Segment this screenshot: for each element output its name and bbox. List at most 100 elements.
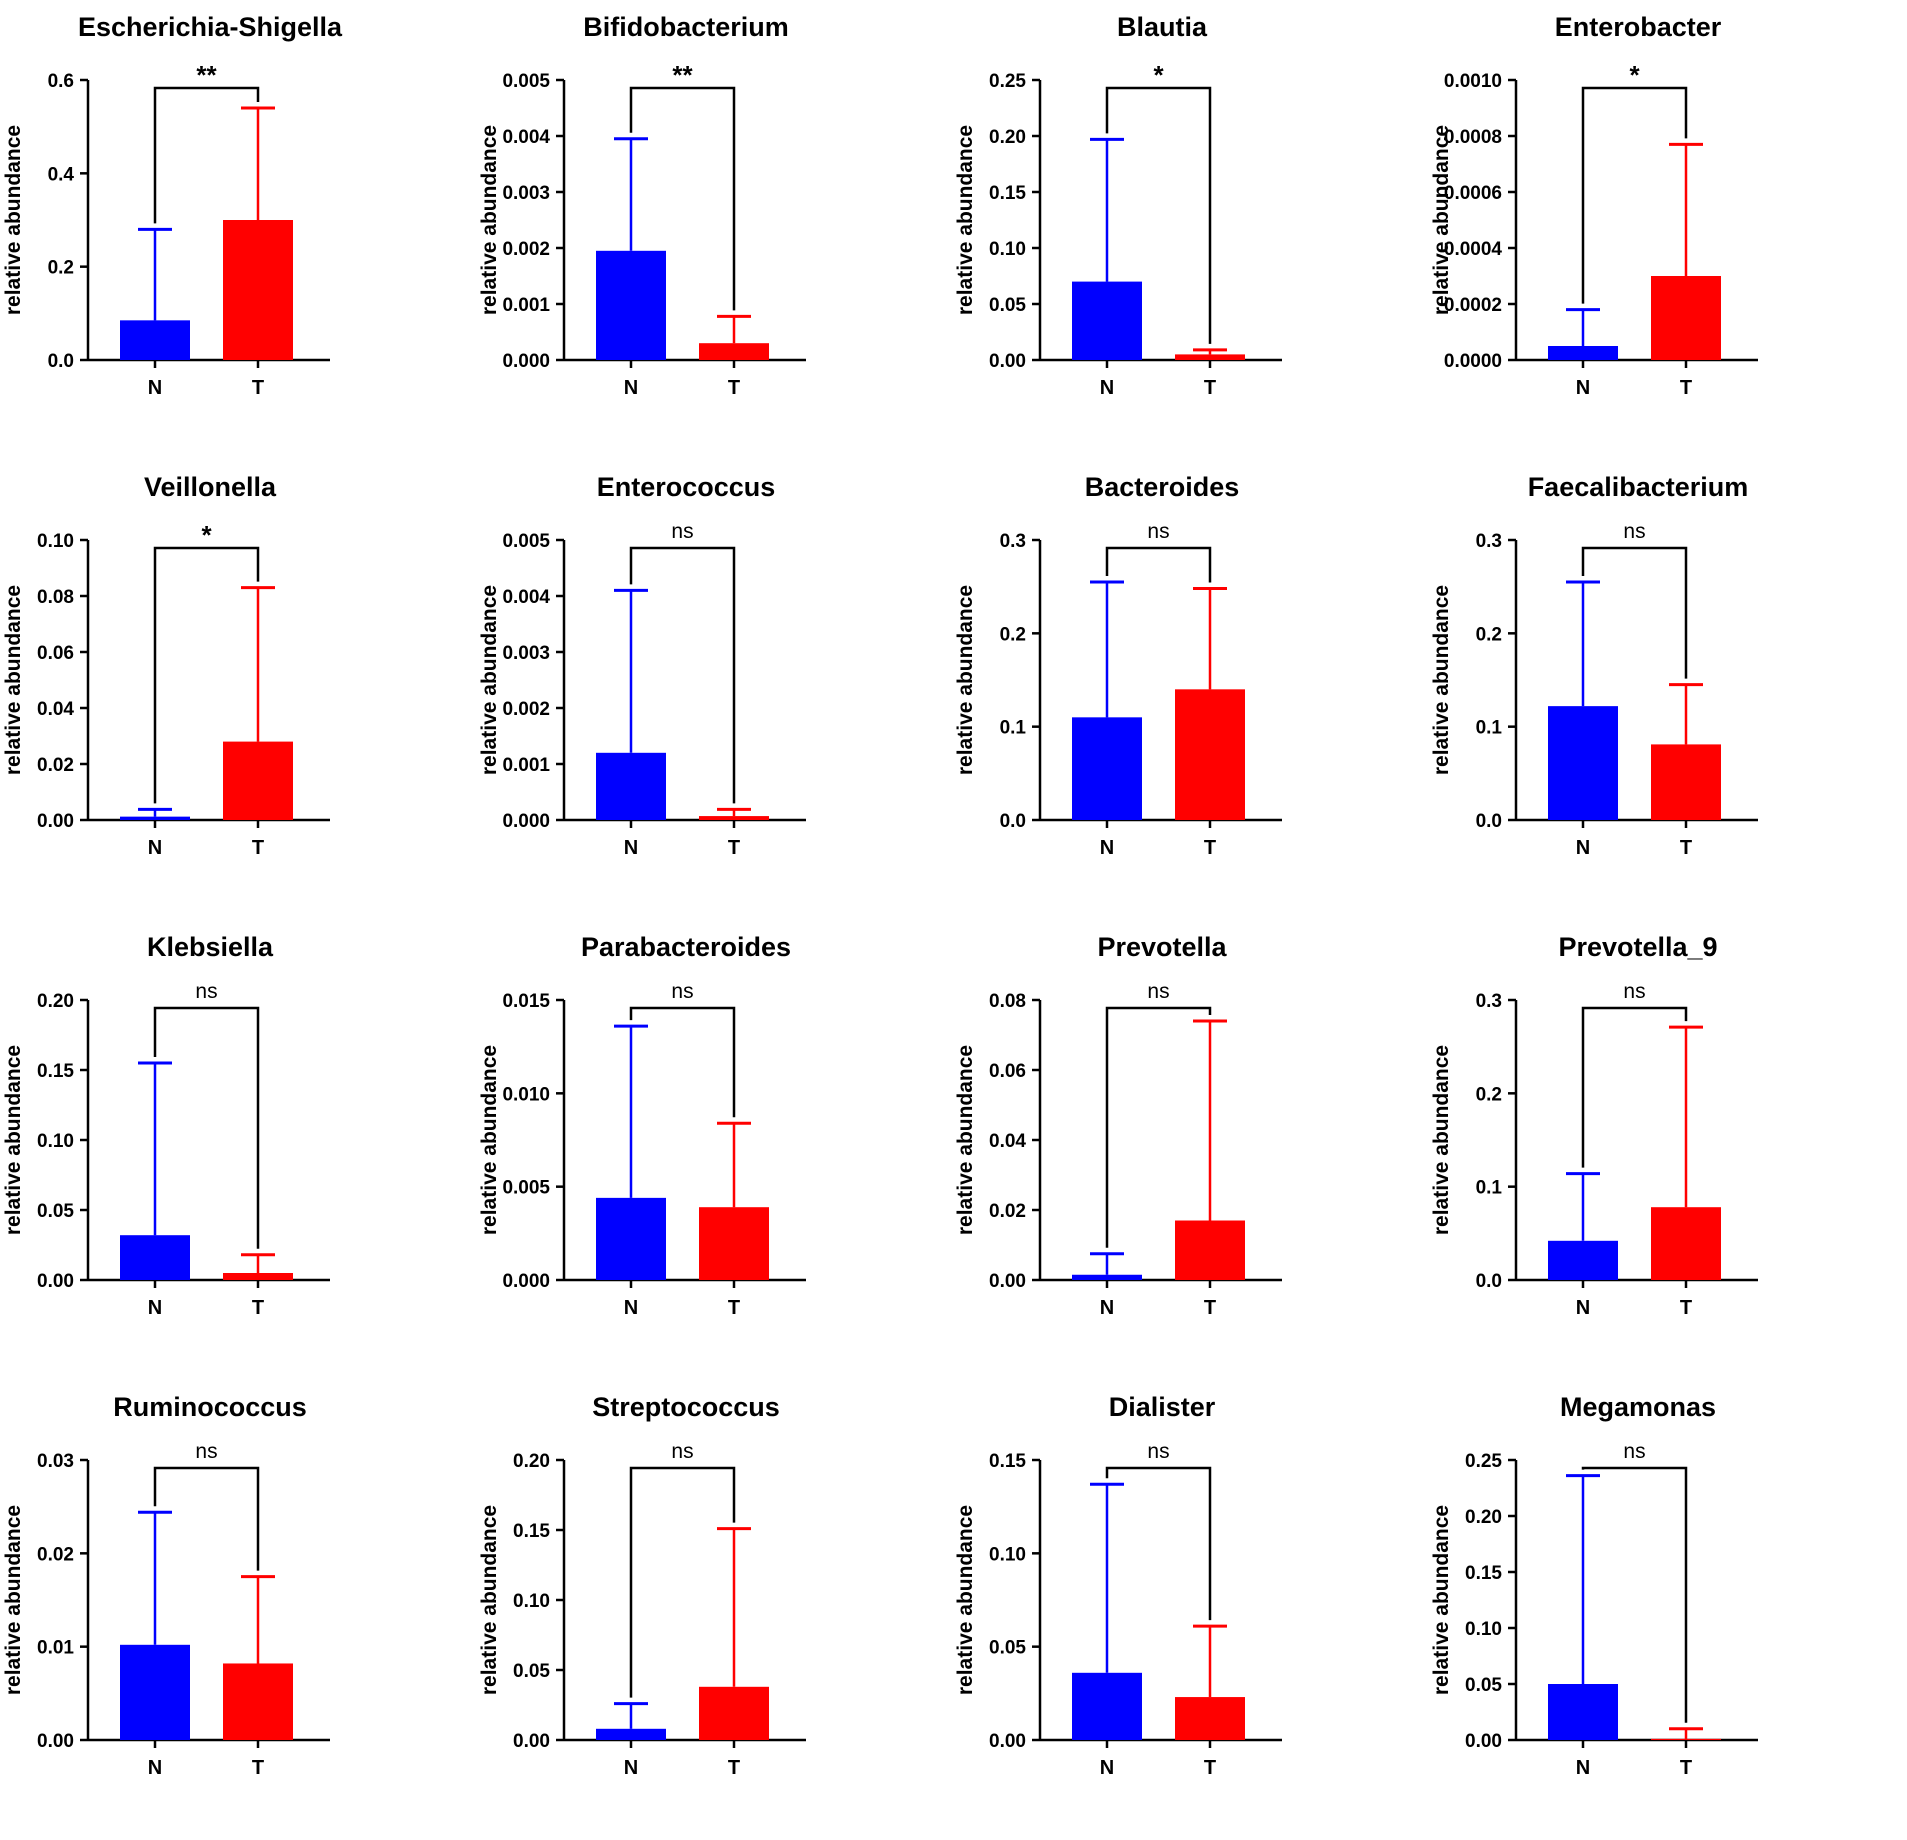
y-tick-label: 0.004 <box>502 127 550 148</box>
y-tick-label: 0.001 <box>502 295 550 316</box>
x-tick-label: N <box>148 837 162 859</box>
bar-N <box>1072 1274 1142 1280</box>
y-tick-label: 0.003 <box>502 183 550 204</box>
y-tick-label: 0.005 <box>502 1178 550 1199</box>
chart-title: Parabacteroides <box>581 932 791 962</box>
chart-title: Megamonas <box>1560 1392 1716 1422</box>
bar-N <box>1072 281 1142 360</box>
y-tick-label: 0.05 <box>513 1661 550 1682</box>
significance-bracket <box>1581 86 1688 304</box>
x-tick-label: N <box>148 1297 162 1319</box>
y-axis-label: relative abundance <box>478 585 501 775</box>
chart-title: Ruminococcus <box>113 1392 307 1422</box>
y-tick-label: 0.08 <box>37 587 74 608</box>
significance-label: * <box>201 520 212 550</box>
chart-title: Prevotella_9 <box>1558 932 1717 962</box>
bar-chart: Veillonella relative abundance 0.00 0.02 0.0… <box>2 472 330 859</box>
significance-label: ns <box>1623 980 1645 1003</box>
y-tick-label: 0.0000 <box>1444 351 1502 372</box>
y-axis-label: relative abundance <box>2 585 25 775</box>
x-tick-label: T <box>728 837 740 859</box>
y-tick-label: 0.2 <box>1476 624 1502 645</box>
bar-T <box>1175 1697 1245 1740</box>
x-tick-label: N <box>624 1757 638 1779</box>
significance-label: ns <box>1147 520 1169 543</box>
y-tick-label: 0.002 <box>502 699 550 720</box>
x-tick-label: T <box>252 377 264 399</box>
chart-title: Klebsiella <box>147 932 274 962</box>
y-tick-label: 0.25 <box>1465 1451 1502 1472</box>
chart-panel-ruminococcus: Ruminococcus relative abundance 0.00 0.01 0.… <box>0 1380 476 1840</box>
y-tick-label: 0.15 <box>989 1451 1026 1472</box>
y-tick-label: 0.004 <box>502 587 550 608</box>
x-tick-label: T <box>252 1297 264 1319</box>
y-tick-label: 0.005 <box>502 531 550 552</box>
x-tick-label: T <box>1680 1297 1692 1319</box>
chart-panel-megamonas: Megamonas relative abundance 0.00 0.05 0.10 0… <box>1428 1380 1904 1840</box>
y-tick-label: 0.20 <box>513 1451 550 1472</box>
y-tick-label: 0.03 <box>37 1451 74 1472</box>
bar-T <box>1651 1738 1721 1740</box>
x-tick-label: N <box>1100 837 1114 859</box>
bar-chart: Enterococcus relative abundance 0.000 0.001… <box>478 472 806 859</box>
chart-panel-parabacteroides: Parabacteroides relative abundance 0.000 0.… <box>476 920 952 1380</box>
bar-chart: Parabacteroides relative abundance 0.000 0.… <box>478 932 806 1319</box>
y-tick-label: 0.15 <box>989 183 1026 204</box>
significance-label: ns <box>195 1440 217 1463</box>
chart-panel-streptococcus: Streptococcus relative abundance 0.00 0.05 0… <box>476 1380 952 1840</box>
significance-label: ns <box>1147 980 1169 1003</box>
y-tick-label: 0.1 <box>1000 718 1027 739</box>
y-tick-label: 0.01 <box>37 1638 74 1659</box>
chart-panel-enterococcus: Enterococcus relative abundance 0.000 0.001… <box>476 460 952 920</box>
bar-chart: Megamonas relative abundance 0.00 0.05 0.10 0… <box>1430 1392 1758 1779</box>
y-tick-label: 0.6 <box>48 71 74 92</box>
bar-chart: Bacteroides relative abundance 0.0 0.1 0.2 0.… <box>954 472 1282 859</box>
chart-panel-blautia: Blautia relative abundance 0.00 0.05 0.10 0.1… <box>952 0 1428 460</box>
significance-label: ** <box>672 60 693 90</box>
chart-panel-escherichia-shigella: Escherichia-Shigella relative abundance 0.… <box>0 0 476 460</box>
y-axis-label: relative abundance <box>954 1505 977 1695</box>
significance-bracket <box>153 546 260 804</box>
bar-N <box>120 320 190 360</box>
y-tick-label: 0.00 <box>37 1731 74 1752</box>
bar-N <box>1072 1672 1142 1740</box>
bar-N <box>1548 706 1618 820</box>
significance-bracket <box>629 1466 736 1698</box>
y-tick-label: 0.4 <box>48 164 75 185</box>
significance-bracket <box>1105 86 1212 344</box>
y-tick-label: 0.0 <box>1476 1271 1502 1292</box>
bar-T <box>223 1273 293 1280</box>
y-tick-label: 0.1 <box>1476 718 1503 739</box>
x-tick-label: N <box>1100 377 1114 399</box>
y-axis-label: relative abundance <box>954 1045 977 1235</box>
y-axis-label: relative abundance <box>2 125 25 315</box>
y-tick-label: 0.3 <box>1476 991 1502 1012</box>
x-tick-label: T <box>728 1757 740 1779</box>
chart-panel-klebsiella: Klebsiella relative abundance 0.00 0.05 0.10… <box>0 920 476 1380</box>
y-tick-label: 0.25 <box>989 71 1026 92</box>
y-axis-label: relative abundance <box>478 1505 501 1695</box>
significance-bracket <box>629 86 736 311</box>
y-tick-label: 0.20 <box>989 127 1026 148</box>
x-tick-label: N <box>1576 837 1590 859</box>
y-tick-label: 0.10 <box>989 1544 1026 1565</box>
bar-T <box>1175 1220 1245 1280</box>
x-tick-label: T <box>1204 377 1216 399</box>
x-tick-label: N <box>1576 1297 1590 1319</box>
y-tick-label: 0.06 <box>989 1061 1026 1082</box>
x-tick-label: T <box>1680 1757 1692 1779</box>
bar-N <box>1548 1240 1618 1280</box>
chart-title: Faecalibacterium <box>1528 472 1749 502</box>
y-tick-label: 0.02 <box>989 1201 1026 1222</box>
x-tick-label: N <box>1576 1757 1590 1779</box>
x-tick-label: N <box>148 377 162 399</box>
chart-panel-veillonella: Veillonella relative abundance 0.00 0.02 0.0… <box>0 460 476 920</box>
y-tick-label: 0.00 <box>989 1271 1026 1292</box>
y-tick-label: 0.10 <box>37 531 74 552</box>
y-tick-label: 0.08 <box>989 991 1026 1012</box>
x-tick-label: N <box>624 1297 638 1319</box>
chart-title: Blautia <box>1117 12 1208 42</box>
bar-chart: Escherichia-Shigella relative abundance 0.… <box>2 12 343 399</box>
y-tick-label: 0.0 <box>48 351 74 372</box>
significance-label: * <box>1153 60 1164 90</box>
